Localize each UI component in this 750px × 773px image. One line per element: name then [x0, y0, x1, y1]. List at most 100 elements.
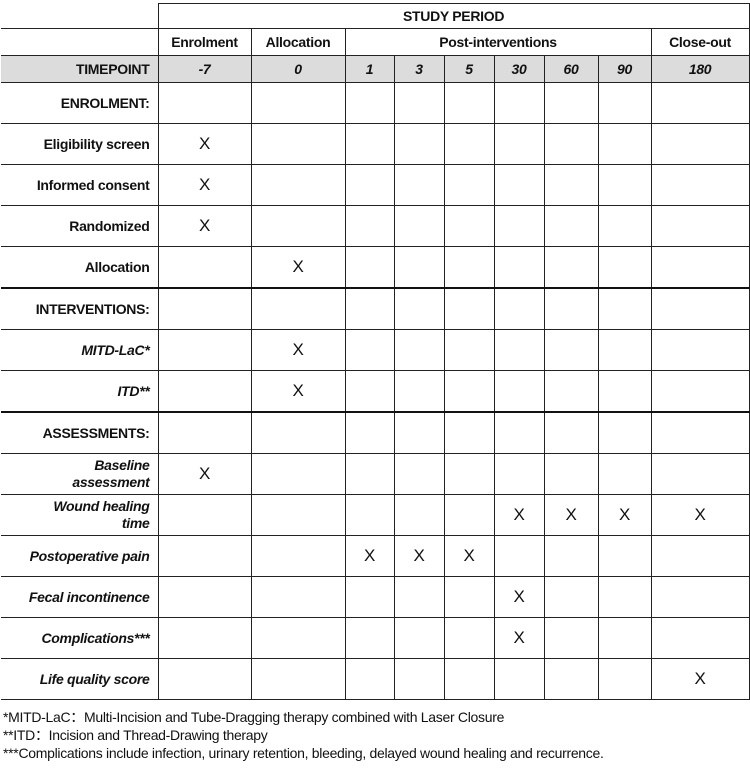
schedule-cell — [393, 287, 445, 330]
row-label: MITD-LaC* — [1, 329, 159, 371]
schedule-cell — [344, 246, 395, 289]
schedule-cell — [393, 123, 445, 165]
study-period-header: STUDY PERIOD — [157, 3, 750, 29]
schedule-cell — [443, 453, 495, 495]
schedule-cell — [543, 453, 599, 495]
schedule-cell — [157, 329, 252, 371]
schedule-cell — [597, 535, 652, 577]
row-label: Wound healing time — [1, 494, 159, 536]
row-label: ENROLMENT: — [1, 82, 159, 124]
schedule-cell — [597, 411, 652, 454]
schedule-cell — [543, 658, 599, 700]
schedule-cell — [393, 82, 445, 124]
schedule-cell — [157, 576, 252, 618]
schedule-cell: X — [157, 123, 252, 165]
row-label: INTERVENTIONS: — [1, 287, 159, 330]
schedule-cell — [493, 123, 545, 165]
schedule-cell — [597, 617, 652, 659]
schedule-cell — [250, 205, 346, 247]
schedule-cell — [650, 82, 750, 124]
schedule-cell — [250, 576, 346, 618]
schedule-cell — [650, 205, 750, 247]
schedule-cell — [650, 576, 750, 618]
phase-enrolment: Enrolment — [157, 28, 252, 56]
schedule-cell — [393, 411, 445, 454]
schedule-cell — [493, 164, 545, 206]
schedule-cell — [597, 164, 652, 206]
footnote: ***Complications include infection, urin… — [3, 745, 604, 761]
schedule-cell: X — [157, 164, 252, 206]
schedule-cell — [157, 658, 252, 700]
corner-cell — [1, 3, 159, 29]
schedule-cell — [344, 576, 395, 618]
schedule-cell — [597, 329, 652, 371]
schedule-cell — [493, 246, 545, 289]
schedule-cell — [597, 205, 652, 247]
timepoint-cell: 0 — [250, 55, 346, 83]
schedule-cell — [650, 246, 750, 289]
schedule-cell — [543, 123, 599, 165]
timepoint-cell: 1 — [344, 55, 395, 83]
schedule-cell — [393, 453, 445, 495]
schedule-cell: X — [443, 535, 495, 577]
schedule-cell: X — [493, 494, 545, 536]
schedule-cell: X — [650, 658, 750, 700]
timepoint-cell: 60 — [543, 55, 599, 83]
schedule-cell: X — [597, 494, 652, 536]
schedule-cell — [393, 246, 445, 289]
schedule-cell — [650, 370, 750, 413]
timepoint-label: TIMEPOINT — [1, 55, 159, 83]
schedule-cell — [543, 370, 599, 413]
schedule-cell — [443, 287, 495, 330]
schedule-cell — [344, 164, 395, 206]
schedule-cell — [443, 617, 495, 659]
schedule-cell — [493, 370, 545, 413]
schedule-cell — [344, 411, 395, 454]
schedule-cell — [650, 617, 750, 659]
row-label: Life quality score — [1, 658, 159, 700]
row-label: Allocation — [1, 246, 159, 289]
schedule-cell — [543, 82, 599, 124]
schedule-cell — [543, 411, 599, 454]
schedule-cell — [344, 82, 395, 124]
schedule-cell — [250, 453, 346, 495]
phase-post-interventions: Post-interventions — [344, 28, 652, 56]
schedule-cell — [597, 123, 652, 165]
schedule-cell — [250, 287, 346, 330]
schedule-row: Eligibility screen X — [1, 123, 750, 165]
phase-allocation: Allocation — [250, 28, 346, 56]
schedule-cell — [157, 617, 252, 659]
schedule-cell — [493, 329, 545, 371]
schedule-row: Wound healing time X X X X — [1, 494, 750, 536]
schedule-cell — [650, 535, 750, 577]
schedule-cell — [443, 246, 495, 289]
schedule-cell — [443, 123, 495, 165]
schedule-cell — [597, 453, 652, 495]
schedule-cell — [543, 205, 599, 247]
schedule-cell — [157, 246, 252, 289]
schedule-cell — [543, 576, 599, 618]
schedule-row: Informed consent X — [1, 164, 750, 206]
schedule-cell: X — [493, 617, 545, 659]
schedule-cell — [393, 658, 445, 700]
schedule-cell — [157, 411, 252, 454]
schedule-row: Baseline assessment X — [1, 453, 750, 495]
schedule-row: Postoperative pain X X X — [1, 535, 750, 577]
schedule-cell — [443, 658, 495, 700]
schedule-cell — [443, 411, 495, 454]
study-period-row: STUDY PERIOD — [1, 3, 750, 29]
schedule-cell — [597, 82, 652, 124]
schedule-cell — [493, 411, 545, 454]
schedule-cell — [493, 82, 545, 124]
schedule-cell — [443, 494, 495, 536]
schedule-cell: X — [157, 453, 252, 495]
schedule-cell — [493, 205, 545, 247]
schedule-cell — [344, 287, 395, 330]
timepoint-cell: 3 — [393, 55, 445, 83]
timepoint-cell: 5 — [443, 55, 495, 83]
schedule-cell — [543, 535, 599, 577]
row-label: ASSESSMENTS: — [1, 411, 159, 454]
schedule-cell — [344, 370, 395, 413]
schedule-cell — [443, 82, 495, 124]
schedule-cell — [250, 658, 346, 700]
